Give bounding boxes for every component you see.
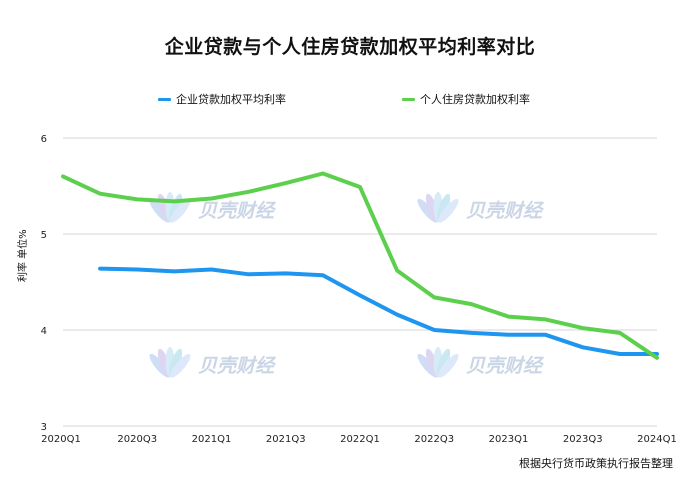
watermark-logo <box>417 192 459 223</box>
legend-item-mortgage: 个人住房贷款加权利率 <box>402 91 530 107</box>
x-tick-label: 2022Q3 <box>414 434 454 445</box>
series-line-corporate <box>98 266 659 356</box>
legend-item-corporate: 企业贷款加权平均利率 <box>158 91 286 107</box>
y-tick-label: 5 <box>41 230 47 241</box>
x-tick-label: 2022Q1 <box>340 434 380 445</box>
x-tick-label: 2023Q3 <box>563 434 603 445</box>
legend-label-corporate: 企业贷款加权平均利率 <box>176 93 286 106</box>
x-tick-label: 2020Q3 <box>117 434 157 445</box>
legend-label-mortgage: 个人住房贷款加权利率 <box>420 93 530 106</box>
legend-swatch-mortgage <box>402 97 415 101</box>
y-tick-label: 3 <box>41 422 47 433</box>
series-line-mortgage <box>61 171 659 360</box>
watermark-logo <box>149 347 191 378</box>
x-tick-label: 2024Q1 <box>637 434 677 445</box>
x-tick-label: 2020Q1 <box>41 434 81 445</box>
x-tick-label: 2023Q1 <box>489 434 529 445</box>
y-tick-label: 4 <box>41 326 47 337</box>
watermark-logo <box>417 347 459 378</box>
watermark-text: 贝壳财经 <box>198 200 277 222</box>
chart-title: 企业贷款与个人住房贷款加权平均利率对比 <box>164 36 536 58</box>
watermark-text: 贝壳财经 <box>466 355 545 377</box>
y-tick-label: 6 <box>41 134 47 145</box>
legend-swatch-corporate <box>158 97 171 101</box>
x-tick-label: 2021Q3 <box>266 434 306 445</box>
watermark-text: 贝壳财经 <box>466 200 545 222</box>
watermark-text: 贝壳财经 <box>198 355 277 377</box>
source-note: 根据央行货币政策执行报告整理 <box>519 457 673 470</box>
watermark-logo <box>149 192 191 223</box>
x-tick-label: 2021Q1 <box>192 434 232 445</box>
